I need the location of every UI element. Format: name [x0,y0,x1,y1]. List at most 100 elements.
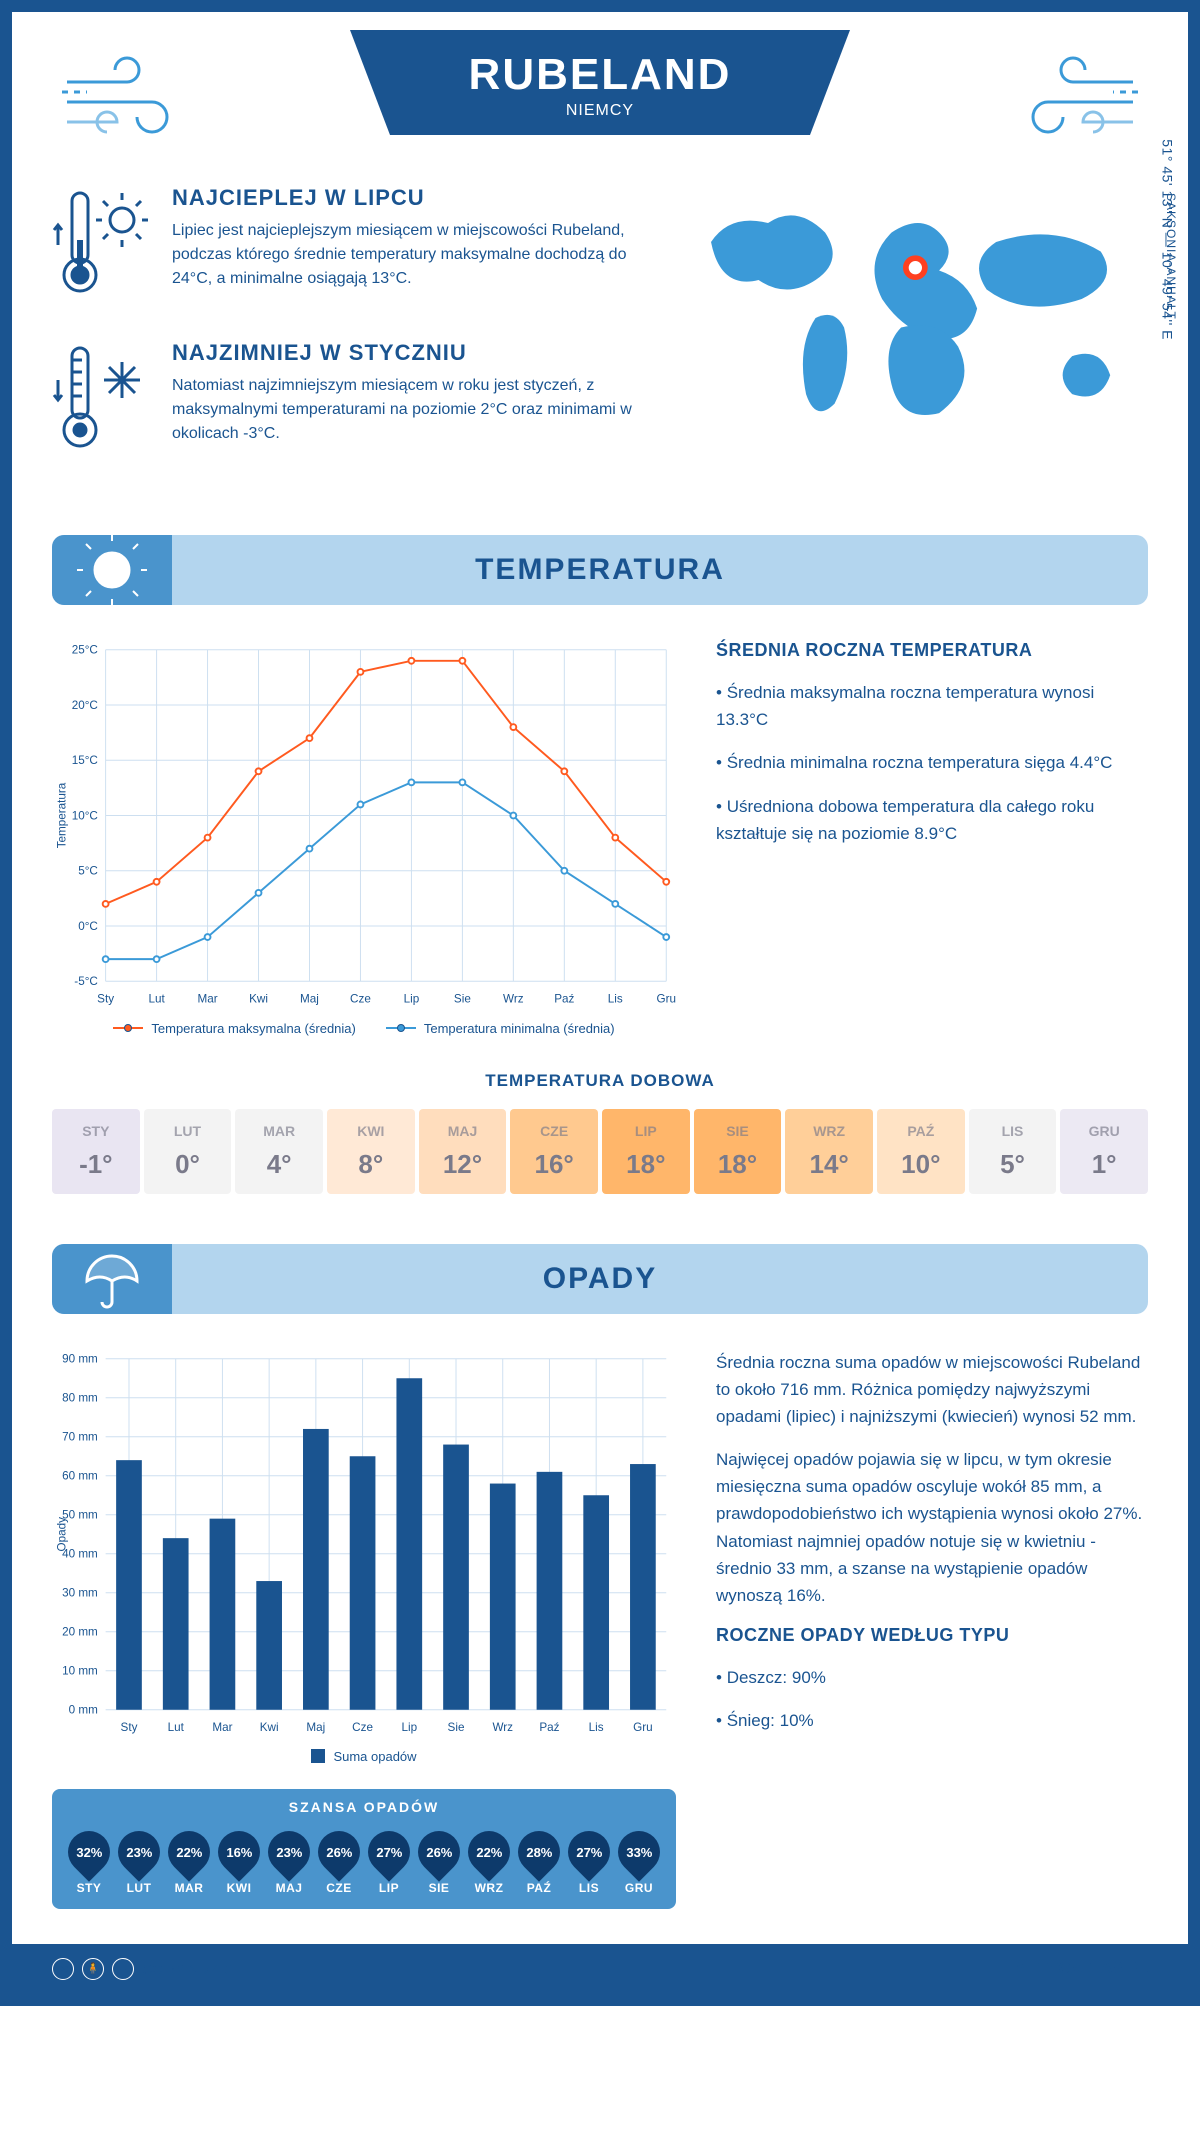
cc-icon: cc [52,1958,74,1980]
fact-warmest: NAJCIEPLEJ W LIPCU Lipiec jest najcieple… [52,185,633,310]
svg-text:15°C: 15°C [72,754,98,767]
svg-text:Sie: Sie [448,1721,465,1734]
svg-text:Mar: Mar [212,1721,232,1734]
rain-chance-cell: 26%SIE [416,1825,462,1895]
footer: cc 🧍 = CC BY-ND 4.0 METEOATLAS.PL [12,1944,1188,1994]
rain-chance-cell: 32%STY [66,1825,112,1895]
svg-text:25°C: 25°C [72,644,98,657]
svg-text:Kwi: Kwi [249,993,268,1006]
license-text: CC BY-ND 4.0 [142,1961,232,1977]
page-title: RUBELAND [430,50,770,100]
rain-chance-cell: 27%LIP [366,1825,412,1895]
rain-chance-cell: 26%CZE [316,1825,362,1895]
svg-text:Gru: Gru [633,1721,652,1734]
precip-summary-1: Średnia roczna suma opadów w miejscowośc… [716,1349,1148,1431]
daily-temp-cell: WRZ14° [785,1109,873,1194]
rain-chance-cell: 16%KWI [216,1825,262,1895]
daily-temp-cell: MAJ12° [419,1109,507,1194]
rain-chance-cell: 23%LUT [116,1825,162,1895]
fact-coldest-text: Natomiast najzimniejszym miesiącem w rok… [172,374,633,446]
daily-temp-cell: GRU1° [1060,1109,1148,1194]
rain-chance-grid: 32%STY23%LUT22%MAR16%KWI23%MAJ26%CZE27%L… [66,1825,662,1895]
daily-temp-cell: STY-1° [52,1109,140,1194]
svg-text:Lip: Lip [401,1721,417,1734]
daily-temp-cell: LUT0° [144,1109,232,1194]
svg-text:Lis: Lis [589,1721,604,1734]
svg-text:Paź: Paź [539,1721,559,1734]
temp-summary-item: Średnia minimalna roczna temperatura się… [716,749,1148,776]
daily-temp-cell: SIE18° [694,1109,782,1194]
daily-temp-cell: PAŹ10° [877,1109,965,1194]
section-title: TEMPERATURA [52,553,1148,587]
daily-temp-cell: MAR4° [235,1109,323,1194]
fact-coldest: NAJZIMNIEJ W STYCZNIU Natomiast najzimni… [52,340,633,465]
svg-text:Sty: Sty [121,1721,138,1734]
daily-temp-grid: STY-1°LUT0°MAR4°KWI8°MAJ12°CZE16°LIP18°S… [52,1109,1148,1194]
temp-summary-item: Średnia maksymalna roczna temperatura wy… [716,679,1148,733]
svg-text:30 mm: 30 mm [62,1586,98,1599]
nd-icon: = [112,1958,134,1980]
thermometer-snow-icon [52,340,152,460]
svg-text:Cze: Cze [352,1721,373,1734]
rain-chance-cell: 23%MAJ [266,1825,312,1895]
world-map [673,185,1148,451]
rain-chance-cell: 27%LIS [566,1825,612,1895]
rain-chance-cell: 33%GRU [616,1825,662,1895]
precip-type-list: Deszcz: 90% Śnieg: 10% [716,1664,1148,1734]
svg-text:-5°C: -5°C [74,975,98,988]
rain-chance-cell: 28%PAŹ [516,1825,562,1895]
svg-text:Sie: Sie [454,993,471,1006]
svg-text:70 mm: 70 mm [62,1430,98,1443]
svg-text:10°C: 10°C [72,809,98,822]
page-subtitle: NIEMCY [430,102,770,120]
svg-text:Cze: Cze [350,993,371,1006]
svg-text:Paź: Paź [554,993,574,1006]
daily-temp-cell: KWI8° [327,1109,415,1194]
svg-text:Maj: Maj [306,1721,325,1734]
wind-icon [62,47,202,147]
svg-text:Lut: Lut [148,993,165,1006]
svg-text:Lut: Lut [168,1721,185,1734]
precip-legend: Suma opadów [52,1749,676,1764]
svg-text:0 mm: 0 mm [69,1703,98,1716]
license: cc 🧍 = CC BY-ND 4.0 [52,1958,232,1980]
svg-text:5°C: 5°C [78,865,98,878]
fact-coldest-title: NAJZIMNIEJ W STYCZNIU [172,340,633,366]
svg-text:Gru: Gru [657,993,676,1006]
rain-chance-heading: SZANSA OPADÓW [66,1799,662,1815]
by-icon: 🧍 [82,1958,104,1980]
header: RUBELAND NIEMCY [52,12,1148,185]
section-header-temperature: TEMPERATURA [52,535,1148,605]
precip-type-item: Śnieg: 10% [716,1707,1148,1734]
fact-warmest-text: Lipiec jest najcieplejszym miesiącem w m… [172,219,633,291]
section-header-precip: OPADY [52,1244,1148,1314]
precip-type-item: Deszcz: 90% [716,1664,1148,1691]
rain-chance-cell: 22%WRZ [466,1825,512,1895]
daily-temp-cell: LIP18° [602,1109,690,1194]
coordinates: 51° 45' 13'' N — 10° 49' 54'' E [1160,139,1176,340]
site-name: METEOATLAS.PL [1014,1960,1148,1978]
daily-temp-cell: CZE16° [510,1109,598,1194]
temp-summary-item: Uśredniona dobowa temperatura dla całego… [716,793,1148,847]
temp-summary-list: Średnia maksymalna roczna temperatura wy… [716,679,1148,847]
svg-text:Temperatura: Temperatura [56,782,69,848]
title-banner: RUBELAND NIEMCY [350,30,850,135]
svg-text:Wrz: Wrz [503,993,524,1006]
svg-text:80 mm: 80 mm [62,1391,98,1404]
svg-text:20°C: 20°C [72,699,98,712]
rain-chance-panel: SZANSA OPADÓW 32%STY23%LUT22%MAR16%KWI23… [52,1789,676,1909]
svg-text:Lip: Lip [404,993,420,1006]
precip-summary-2: Najwięcej opadów pojawia się w lipcu, w … [716,1446,1148,1609]
temperature-chart: -5°C0°C5°C10°C15°C20°C25°CStyLutMarKwiMa… [52,640,676,1011]
svg-text:Opady: Opady [56,1516,69,1551]
svg-text:20 mm: 20 mm [62,1625,98,1638]
svg-text:60 mm: 60 mm [62,1469,98,1482]
fact-warmest-title: NAJCIEPLEJ W LIPCU [172,185,633,211]
svg-text:Sty: Sty [97,993,114,1006]
svg-text:10 mm: 10 mm [62,1664,98,1677]
sun-icon [77,535,147,605]
svg-text:Wrz: Wrz [492,1721,513,1734]
daily-temp-cell: LIS5° [969,1109,1057,1194]
svg-text:Lis: Lis [608,993,623,1006]
location-marker [904,256,927,279]
